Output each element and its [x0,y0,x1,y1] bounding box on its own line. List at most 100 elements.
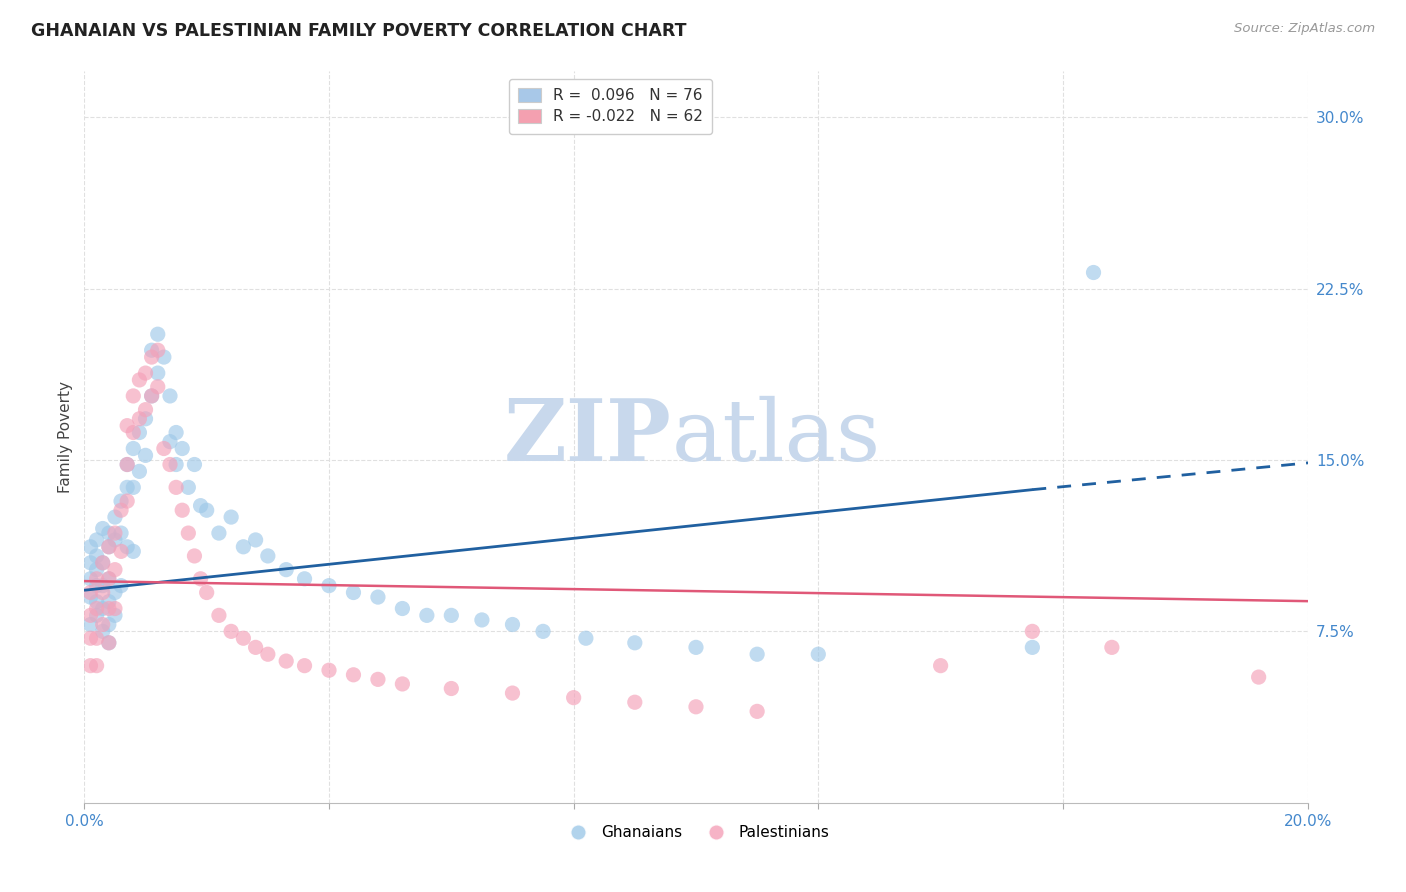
Point [245,533,267,547]
Point [1247,670,1270,684]
Point [115,418,138,433]
Point [104,585,127,599]
Point [195,503,218,517]
Point [141,389,163,403]
Point [91,585,114,599]
Point [97,572,120,586]
Point [294,572,316,586]
Point [177,480,200,494]
Point [318,579,340,593]
Point [562,690,585,705]
Point [104,601,127,615]
Point [367,673,389,687]
Point [91,556,114,570]
Point [97,636,120,650]
Point [146,327,169,342]
Text: Source: ZipAtlas.com: Source: ZipAtlas.com [1234,22,1375,36]
Point [141,350,163,364]
Point [115,458,138,472]
Point [195,585,218,599]
Point [135,366,157,380]
Point [86,658,108,673]
Point [342,667,364,681]
Point [165,480,187,494]
Point [122,480,145,494]
Point [104,608,127,623]
Point [91,579,114,593]
Y-axis label: Family Poverty: Family Poverty [58,381,73,493]
Point [153,442,176,456]
Point [86,632,108,646]
Point [208,608,231,623]
Point [391,677,413,691]
Point [159,434,181,449]
Point [146,380,169,394]
Point [276,654,298,668]
Point [79,590,101,604]
Point [86,533,108,547]
Point [172,442,194,456]
Point [190,499,212,513]
Point [502,617,524,632]
Point [624,636,647,650]
Point [97,540,120,554]
Point [86,595,108,609]
Point [104,510,127,524]
Text: GHANAIAN VS PALESTINIAN FAMILY POVERTY CORRELATION CHART: GHANAIAN VS PALESTINIAN FAMILY POVERTY C… [31,22,686,40]
Point [219,510,242,524]
Point [110,503,132,517]
Point [440,608,463,623]
Point [128,412,150,426]
Point [232,540,254,554]
Point [86,608,108,623]
Point [128,373,150,387]
Point [257,647,280,661]
Point [685,699,707,714]
Point [91,617,114,632]
Point [115,494,138,508]
Point [208,526,231,541]
Point [391,601,413,615]
Point [122,389,145,403]
Point [183,549,205,563]
Point [115,480,138,494]
Point [86,572,108,586]
Point [110,579,132,593]
Point [531,624,554,639]
Point [1101,640,1123,655]
Point [122,544,145,558]
Point [276,563,298,577]
Point [79,556,101,570]
Point [97,601,120,615]
Point [165,458,187,472]
Point [416,608,439,623]
Point [104,526,127,541]
Point [153,350,176,364]
Point [79,540,101,554]
Point [245,640,267,655]
Point [91,624,114,639]
Point [110,494,132,508]
Point [128,425,150,440]
Point [91,601,114,615]
Point [122,425,145,440]
Point [115,458,138,472]
Point [146,366,169,380]
Point [141,389,163,403]
Point [342,585,364,599]
Point [115,540,138,554]
Point [91,556,114,570]
Point [929,658,952,673]
Text: atlas: atlas [672,395,880,479]
Point [747,705,769,719]
Point [79,572,101,586]
Point [318,663,340,677]
Point [146,343,169,358]
Point [1021,640,1043,655]
Point [97,540,120,554]
Point [177,526,200,541]
Point [135,402,157,417]
Point [97,636,120,650]
Point [807,647,830,661]
Point [79,617,101,632]
